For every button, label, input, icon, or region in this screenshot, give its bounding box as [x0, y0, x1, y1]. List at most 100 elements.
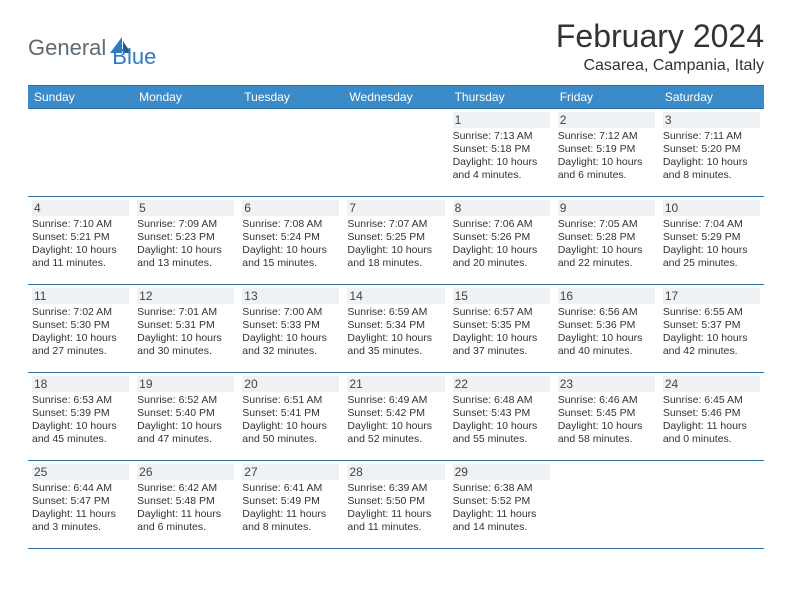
day-info-line: and 25 minutes.: [663, 257, 760, 270]
day-info-line: Sunrise: 6:46 AM: [558, 394, 655, 407]
calendar-week-row: 11 Sunrise: 7:02 AMSunset: 5:30 PMDayligh…: [28, 285, 764, 373]
brand-part2: Blue: [112, 26, 156, 70]
day-info-line: and 20 minutes.: [453, 257, 550, 270]
day-info: Sunrise: 6:39 AMSunset: 5:50 PMDaylight:…: [347, 482, 444, 535]
day-info-line: Sunset: 5:19 PM: [558, 143, 655, 156]
day-info-line: Sunrise: 6:53 AM: [32, 394, 129, 407]
day-info-line: Sunrise: 6:52 AM: [137, 394, 234, 407]
day-info: Sunrise: 6:57 AMSunset: 5:35 PMDaylight:…: [453, 306, 550, 359]
day-info-line: Sunrise: 7:08 AM: [242, 218, 339, 231]
day-info-line: Sunset: 5:29 PM: [663, 231, 760, 244]
day-info: Sunrise: 7:12 AMSunset: 5:19 PMDaylight:…: [558, 130, 655, 183]
calendar-day-cell: 9Sunrise: 7:05 AMSunset: 5:28 PMDaylight…: [554, 197, 659, 285]
day-info-line: and 4 minutes.: [453, 169, 550, 182]
day-info-line: and 45 minutes.: [32, 433, 129, 446]
day-number: 12: [137, 288, 234, 304]
day-number: [663, 464, 760, 466]
day-info: Sunrise: 7:04 AMSunset: 5:29 PMDaylight:…: [663, 218, 760, 271]
day-info-line: and 8 minutes.: [242, 521, 339, 534]
day-info-line: Daylight: 11 hours: [347, 508, 444, 521]
day-info-line: Daylight: 10 hours: [558, 156, 655, 169]
day-number: [558, 464, 655, 466]
calendar-day-cell: 26 Sunrise: 6:42 AMSunset: 5:48 PMDayligh…: [133, 461, 238, 549]
day-info-line: Sunrise: 7:01 AM: [137, 306, 234, 319]
day-number: 20: [242, 376, 339, 392]
day-info-line: Sunrise: 7:10 AM: [32, 218, 129, 231]
day-info-line: Sunset: 5:30 PM: [32, 319, 129, 332]
day-info-line: Daylight: 10 hours: [558, 420, 655, 433]
day-info-line: and 32 minutes.: [242, 345, 339, 358]
day-info: Sunrise: 7:01 AMSunset: 5:31 PMDaylight:…: [137, 306, 234, 359]
day-info-line: Sunrise: 6:59 AM: [347, 306, 444, 319]
day-info: Sunrise: 6:55 AMSunset: 5:37 PMDaylight:…: [663, 306, 760, 359]
day-info-line: Daylight: 10 hours: [347, 332, 444, 345]
day-info-line: and 18 minutes.: [347, 257, 444, 270]
day-info-line: Sunset: 5:33 PM: [242, 319, 339, 332]
calendar-body: 1Sunrise: 7:13 AMSunset: 5:18 PMDaylight…: [28, 109, 764, 549]
day-info-line: and 52 minutes.: [347, 433, 444, 446]
day-info-line: Daylight: 10 hours: [663, 156, 760, 169]
brand-part1: General: [28, 35, 106, 61]
day-info-line: Daylight: 10 hours: [453, 156, 550, 169]
day-info-line: Sunrise: 6:48 AM: [453, 394, 550, 407]
calendar-day-cell: 4Sunrise: 7:10 AMSunset: 5:21 PMDaylight…: [28, 197, 133, 285]
dayname-header: Saturday: [659, 86, 764, 109]
calendar-day-cell: 6Sunrise: 7:08 AMSunset: 5:24 PMDaylight…: [238, 197, 343, 285]
day-info: Sunrise: 7:07 AMSunset: 5:25 PMDaylight:…: [347, 218, 444, 271]
day-info-line: Daylight: 10 hours: [137, 332, 234, 345]
day-info-line: and 35 minutes.: [347, 345, 444, 358]
day-info-line: Sunrise: 7:09 AM: [137, 218, 234, 231]
calendar-day-cell: 17Sunrise: 6:55 AMSunset: 5:37 PMDayligh…: [659, 285, 764, 373]
day-number: [137, 112, 234, 114]
day-info-line: and 6 minutes.: [137, 521, 234, 534]
day-info-line: Daylight: 10 hours: [558, 332, 655, 345]
day-info: Sunrise: 6:38 AMSunset: 5:52 PMDaylight:…: [453, 482, 550, 535]
day-info-line: Sunset: 5:47 PM: [32, 495, 129, 508]
brand-logo: General Blue: [28, 18, 156, 70]
day-info-line: and 27 minutes.: [32, 345, 129, 358]
day-number: 22: [453, 376, 550, 392]
dayname-header: Sunday: [28, 86, 133, 109]
calendar-day-cell: 29Sunrise: 6:38 AMSunset: 5:52 PMDayligh…: [449, 461, 554, 549]
day-info-line: Sunset: 5:43 PM: [453, 407, 550, 420]
calendar-day-cell: 5Sunrise: 7:09 AMSunset: 5:23 PMDaylight…: [133, 197, 238, 285]
day-number: 26: [137, 464, 234, 480]
day-info: Sunrise: 6:46 AMSunset: 5:45 PMDaylight:…: [558, 394, 655, 447]
day-info-line: Sunset: 5:41 PM: [242, 407, 339, 420]
day-info: Sunrise: 6:49 AMSunset: 5:42 PMDaylight:…: [347, 394, 444, 447]
day-info-line: Sunrise: 6:45 AM: [663, 394, 760, 407]
day-info: Sunrise: 6:48 AMSunset: 5:43 PMDaylight:…: [453, 394, 550, 447]
day-info-line: Sunset: 5:18 PM: [453, 143, 550, 156]
day-info-line: and 37 minutes.: [453, 345, 550, 358]
day-info-line: Daylight: 10 hours: [242, 244, 339, 257]
day-number: 9: [558, 200, 655, 216]
day-info-line: and 22 minutes.: [558, 257, 655, 270]
day-number: 24: [663, 376, 760, 392]
day-info: Sunrise: 6:42 AMSunset: 5:48 PMDaylight:…: [137, 482, 234, 535]
day-info-line: Sunset: 5:23 PM: [137, 231, 234, 244]
day-info: Sunrise: 6:53 AMSunset: 5:39 PMDaylight:…: [32, 394, 129, 447]
day-info-line: Daylight: 10 hours: [32, 420, 129, 433]
day-info: Sunrise: 7:11 AMSunset: 5:20 PMDaylight:…: [663, 130, 760, 183]
day-info-line: Sunrise: 6:49 AM: [347, 394, 444, 407]
calendar-day-cell: 16Sunrise: 6:56 AMSunset: 5:36 PMDayligh…: [554, 285, 659, 373]
day-info: Sunrise: 6:56 AMSunset: 5:36 PMDaylight:…: [558, 306, 655, 359]
day-info-line: Daylight: 10 hours: [347, 420, 444, 433]
day-info-line: Sunset: 5:50 PM: [347, 495, 444, 508]
day-number: 11: [32, 288, 129, 304]
day-info-line: Sunset: 5:49 PM: [242, 495, 339, 508]
day-info-line: and 42 minutes.: [663, 345, 760, 358]
day-info-line: Sunset: 5:37 PM: [663, 319, 760, 332]
day-info: Sunrise: 7:00 AMSunset: 5:33 PMDaylight:…: [242, 306, 339, 359]
day-info: Sunrise: 7:08 AMSunset: 5:24 PMDaylight:…: [242, 218, 339, 271]
day-info: Sunrise: 7:02 AMSunset: 5:30 PMDaylight:…: [32, 306, 129, 359]
day-number: 28: [347, 464, 444, 480]
day-info: Sunrise: 6:44 AMSunset: 5:47 PMDaylight:…: [32, 482, 129, 535]
calendar-day-cell: [343, 109, 448, 197]
day-info-line: Daylight: 10 hours: [32, 332, 129, 345]
day-info: Sunrise: 7:10 AMSunset: 5:21 PMDaylight:…: [32, 218, 129, 271]
day-info-line: Daylight: 11 hours: [663, 420, 760, 433]
day-info: Sunrise: 6:41 AMSunset: 5:49 PMDaylight:…: [242, 482, 339, 535]
day-number: 21: [347, 376, 444, 392]
day-info-line: Daylight: 10 hours: [558, 244, 655, 257]
